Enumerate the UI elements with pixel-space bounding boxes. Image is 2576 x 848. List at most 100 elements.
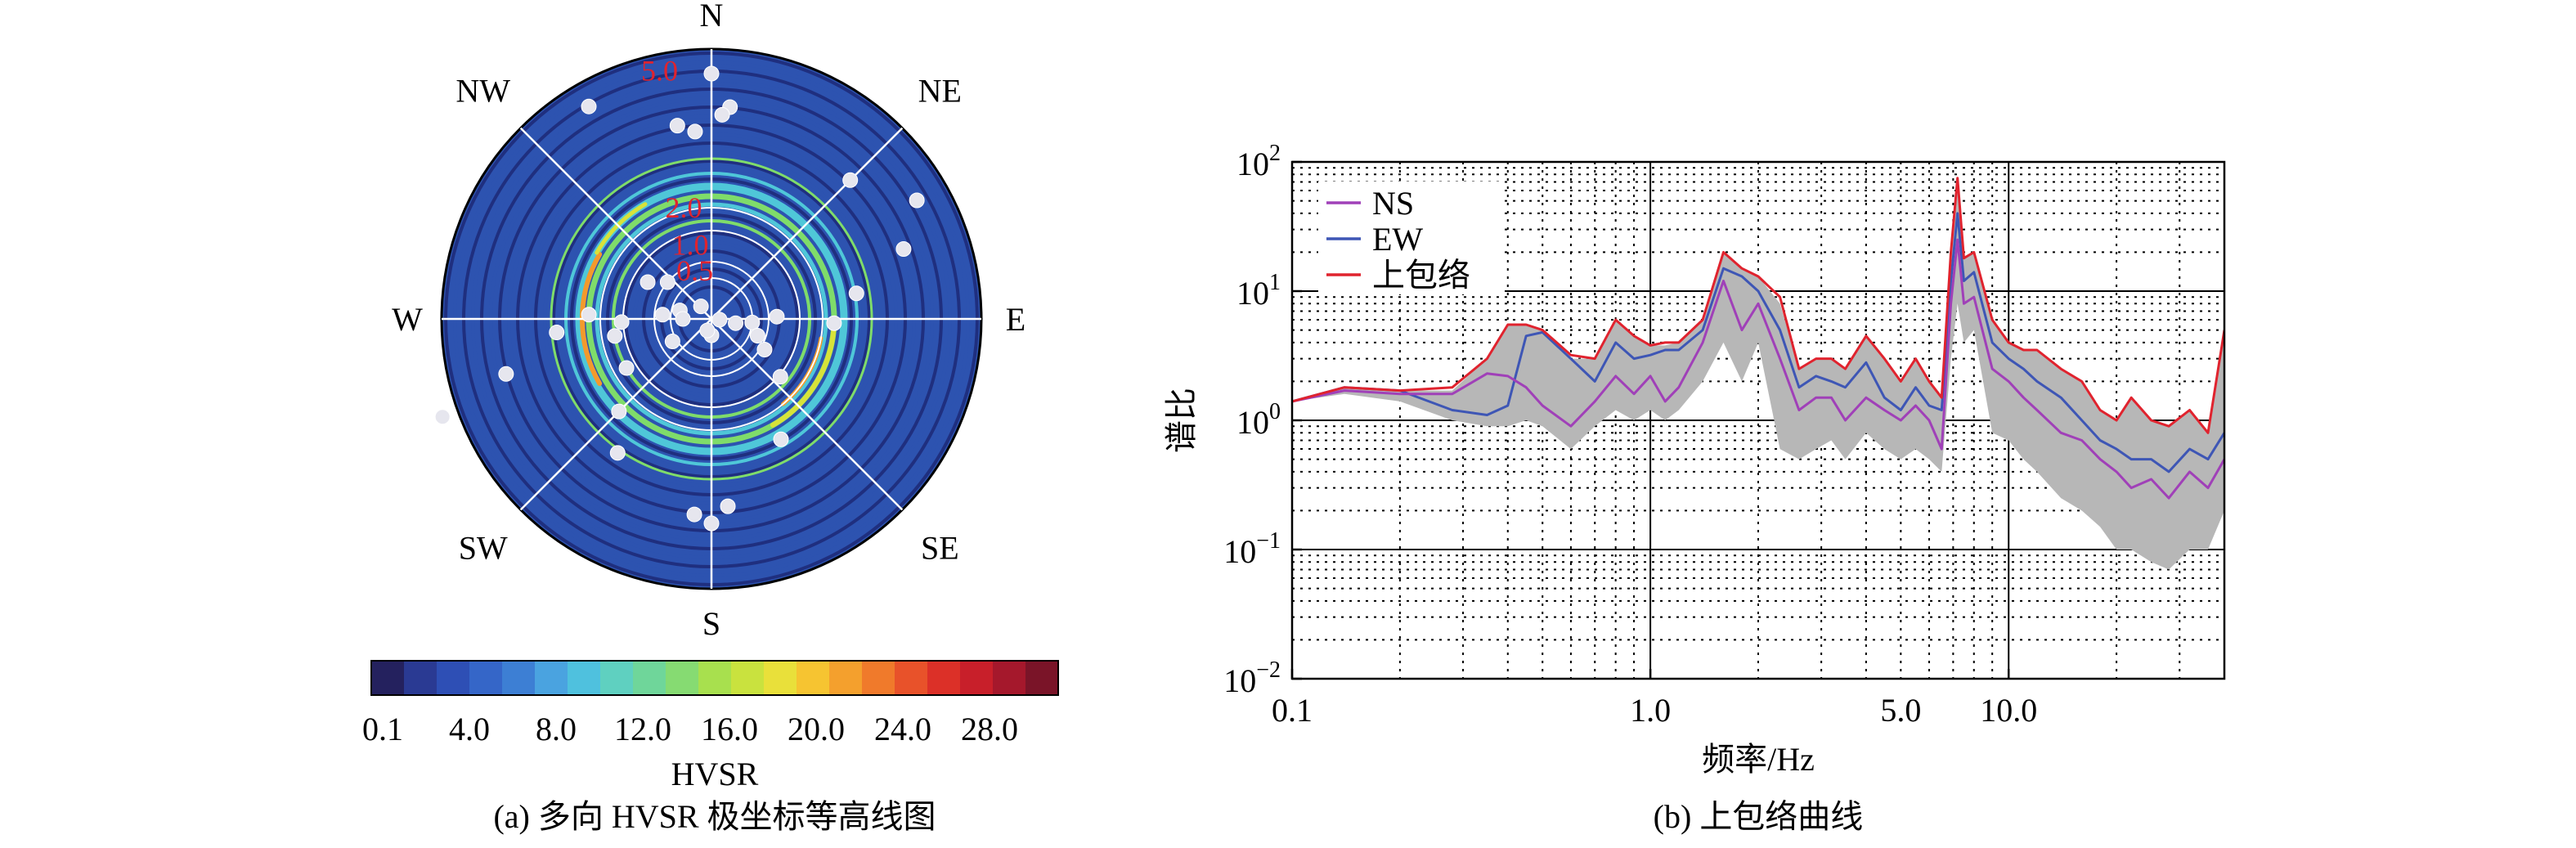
colorbar-tick-label: 0.1	[362, 711, 403, 747]
colorbar-cell	[764, 661, 797, 695]
y-tick-label: 102	[1236, 141, 1281, 182]
legend-label: NS	[1372, 185, 1414, 222]
radial-label: 2.0	[666, 191, 702, 224]
sample-point	[773, 431, 789, 447]
sample-point	[687, 123, 703, 140]
colorbar-tick-label: 28.0	[961, 711, 1018, 747]
colorbar-cell	[469, 661, 503, 695]
series-lines	[1292, 177, 2224, 500]
series-line-envelope	[1292, 177, 2224, 434]
direction-label-ne: NE	[918, 73, 962, 110]
colorbar-cell	[404, 661, 438, 695]
x-tick-label: 10.0	[1980, 692, 2037, 729]
legend-label: EW	[1372, 221, 1423, 258]
y-tick-label: 100	[1236, 399, 1281, 441]
sample-point	[654, 307, 671, 323]
direction-label-s: S	[702, 605, 720, 642]
radial-label: 5.0	[641, 55, 678, 87]
colorbar-tick-label: 16.0	[701, 711, 758, 747]
sample-point	[842, 172, 859, 188]
x-axis-label: 频率/Hz	[1702, 741, 1815, 778]
panel-b-caption: (b) 上包络曲线	[1654, 798, 1864, 835]
direction-label-sw: SW	[459, 529, 508, 566]
colorbar-tick-label: 12.0	[614, 711, 671, 747]
direction-label-e: E	[1006, 301, 1025, 338]
axis-ticks	[1290, 160, 2010, 680]
polar-grid	[442, 49, 981, 589]
colorbar: 0.1 4.0 8.0 12.0 16.0 20.0 24.0 28.0 HVSR	[362, 660, 1059, 792]
sample-point	[909, 192, 925, 209]
sample-point	[581, 98, 597, 114]
direction-label-w: W	[392, 301, 423, 338]
colorbar-cell	[1025, 661, 1059, 695]
sample-point	[659, 274, 675, 290]
x-tick-label: 5.0	[1880, 692, 1921, 729]
sample-point	[720, 498, 736, 514]
colorbar-cell	[600, 661, 634, 695]
colorbar-frame	[370, 660, 1059, 696]
colorbar-cell	[960, 661, 994, 695]
polar-contour-panel: 0.51.0 2.0 5.0 N NE E SE S SW W NW	[392, 0, 1025, 642]
sample-point	[744, 314, 761, 330]
sample-point	[640, 274, 656, 290]
sample-point	[607, 328, 623, 344]
sample-point	[895, 240, 912, 257]
envelope-chart-panel: 0.1 1.0 5.0 10.0 102 101 100 10−1 10−2 频率/Hz 谱比…	[1163, 141, 2226, 778]
radial-label: 1.0	[672, 228, 709, 261]
colorbar-cell	[535, 661, 568, 695]
colorbar-cell	[895, 661, 928, 695]
sample-point	[772, 369, 788, 385]
sample-point	[703, 515, 720, 532]
sample-point	[581, 307, 597, 323]
sample-point	[848, 285, 864, 302]
sample-point	[675, 311, 691, 327]
colorbar-cell	[927, 661, 961, 695]
sample-point	[756, 342, 773, 357]
colorbar-cell	[371, 661, 405, 695]
sample-point	[611, 403, 627, 420]
sample-point	[434, 409, 451, 425]
colorbar-cell	[568, 661, 601, 695]
sample-point	[703, 65, 720, 82]
polar-sample-points	[434, 65, 925, 532]
sample-point	[693, 298, 709, 315]
sample-point	[549, 325, 565, 341]
x-tick-label: 0.1	[1272, 692, 1313, 729]
colorbar-tick-label: 8.0	[536, 711, 577, 747]
sample-point	[699, 322, 716, 339]
radial-labels: 0.51.0 2.0 5.0	[641, 55, 713, 287]
colorbar-cell	[829, 661, 863, 695]
colorbar-tick-labels: 0.1 4.0 8.0 12.0 16.0 20.0 24.0 28.0	[362, 711, 1018, 747]
direction-label-n: N	[700, 0, 724, 34]
sample-point	[609, 445, 626, 461]
colorbar-tick-label: 20.0	[788, 711, 845, 747]
contour-arc	[770, 327, 837, 428]
colorbar-cell	[862, 661, 895, 695]
colorbar-tick-label: 4.0	[449, 711, 490, 747]
colorbar-cell	[437, 661, 470, 695]
colorbar-cell	[797, 661, 830, 695]
direction-label-se: SE	[921, 529, 959, 566]
x-tick-labels: 0.1 1.0 5.0 10.0	[1272, 692, 2037, 729]
grid-spoke	[711, 127, 904, 320]
sample-point	[769, 308, 785, 325]
sample-point	[498, 366, 514, 382]
colorbar-cell	[502, 661, 536, 695]
colorbar-cell	[666, 661, 699, 695]
colorbar-cells	[371, 661, 1059, 695]
sample-point	[826, 315, 842, 331]
sample-point	[613, 314, 630, 330]
spectral-ratio-band	[1292, 182, 2224, 570]
y-tick-label: 10−1	[1223, 528, 1281, 570]
x-tick-label: 1.0	[1630, 692, 1671, 729]
legend-label: 上包络	[1372, 257, 1470, 294]
y-tick-label: 101	[1236, 270, 1281, 312]
direction-label-nw: NW	[456, 73, 510, 110]
y-tick-labels: 102 101 100 10−1 10−2	[1223, 141, 1281, 699]
colorbar-title: HVSR	[671, 756, 759, 792]
y-axis-label: 谱比	[1163, 388, 1200, 453]
sample-point	[618, 360, 635, 376]
sample-point	[749, 328, 765, 344]
